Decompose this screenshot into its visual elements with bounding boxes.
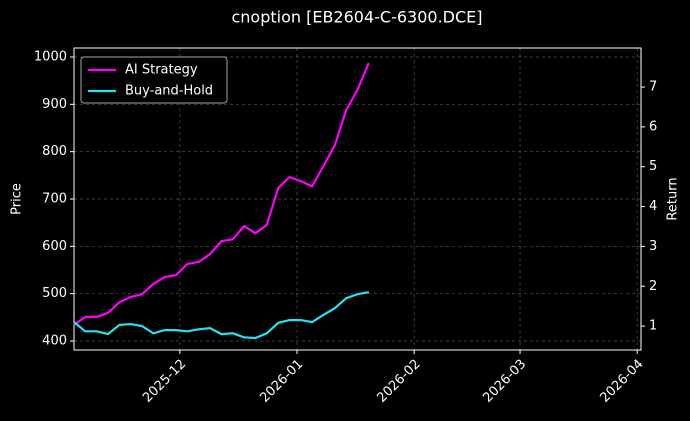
y2-axis-label: Return — [666, 177, 681, 220]
y2-tick-label: 7 — [649, 80, 657, 95]
y-tick-label: 400 — [42, 334, 67, 349]
legend-label: Buy-and-Hold — [125, 84, 213, 99]
y-tick-label: 600 — [42, 239, 67, 254]
series-line — [73, 291, 369, 340]
y-tick-label: 900 — [42, 97, 67, 112]
y2-tick-label: 6 — [649, 119, 657, 134]
legend-box — [80, 56, 228, 104]
legend: AI Strategy Buy-and-Hold — [80, 56, 228, 104]
y-axis-label: Price — [10, 183, 25, 215]
y-tick-label: 700 — [42, 192, 67, 207]
legend-label: AI Strategy — [125, 63, 198, 78]
y2-tick-label: 1 — [649, 319, 657, 334]
y2-tick-label: 4 — [649, 199, 657, 214]
y2-tick-label: 2 — [649, 279, 657, 294]
y2-tick-label: 5 — [649, 159, 657, 174]
y-tick-label: 1000 — [34, 49, 67, 64]
chart-title: cnoption [EB2604-C-6300.DCE] — [231, 8, 482, 27]
y2-tick-label: 3 — [649, 239, 657, 254]
y-tick-label: 800 — [42, 144, 67, 159]
plot-frame — [73, 47, 642, 351]
y-tick-label: 500 — [42, 286, 67, 301]
series-line — [73, 62, 370, 326]
